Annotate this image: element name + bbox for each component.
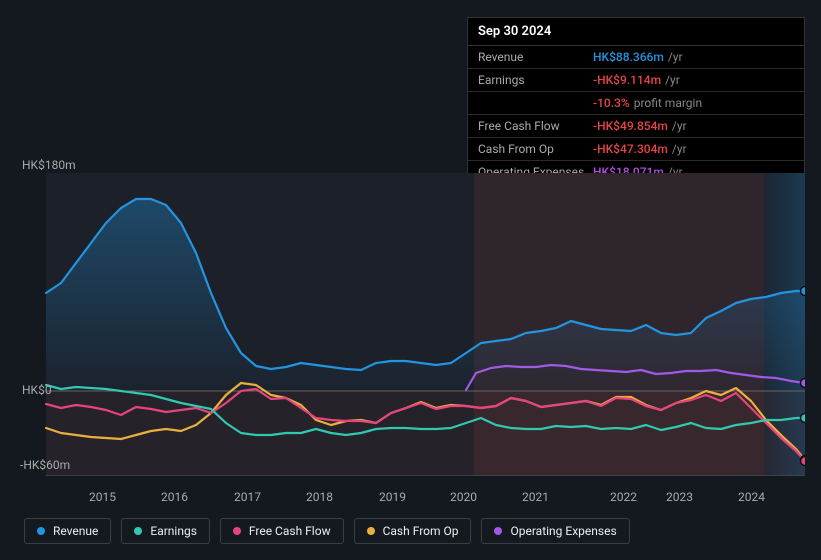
tooltip-value: -HK$9.114m (593, 73, 661, 87)
x-axis-label: 2015 (89, 490, 116, 504)
legend-label: Operating Expenses (510, 524, 616, 538)
x-axis-label: 2016 (161, 490, 188, 504)
x-axis-label: 2019 (379, 490, 406, 504)
tooltip-value: -HK$49.854m (593, 119, 668, 133)
legend-dot-icon (233, 527, 241, 535)
y-axis-label: -HK$60m (20, 458, 70, 472)
legend-item-cash-from-op[interactable]: Cash From Op (354, 518, 472, 544)
legend-item-operating-expenses[interactable]: Operating Expenses (481, 518, 629, 544)
tooltip-unit: /yr (672, 142, 687, 156)
financial-chart: HK$180mHK$0-HK$60m 201520162017201820192… (16, 160, 805, 476)
legend-item-revenue[interactable]: Revenue (24, 518, 111, 544)
x-axis-label: 2018 (306, 490, 333, 504)
legend-dot-icon (494, 527, 502, 535)
x-axis-label: 2020 (450, 490, 477, 504)
tooltip-label: Earnings (478, 73, 593, 87)
legend-dot-icon (134, 527, 142, 535)
tooltip-unit: /yr (672, 119, 687, 133)
tooltip-label: Cash From Op (478, 142, 593, 156)
tooltip-value: -HK$47.304m (593, 142, 668, 156)
tooltip-unit: /yr (665, 73, 680, 87)
legend-dot-icon (37, 527, 45, 535)
legend-item-free-cash-flow[interactable]: Free Cash Flow (220, 518, 344, 544)
tooltip-row: Earnings-HK$9.114m/yr (468, 69, 804, 92)
tooltip-label: Revenue (478, 50, 593, 64)
tooltip-unit: /yr (668, 50, 683, 64)
tooltip-row: Cash From Op-HK$47.304m/yr (468, 138, 804, 161)
tooltip-value: HK$88.366m (593, 50, 664, 64)
legend-label: Cash From Op (383, 524, 459, 538)
y-axis-label: HK$0 (22, 383, 52, 397)
tooltip-label (478, 96, 593, 110)
tooltip-value: -10.3% (593, 96, 630, 110)
legend-item-earnings[interactable]: Earnings (121, 518, 210, 544)
tooltip-row: Free Cash Flow-HK$49.854m/yr (468, 115, 804, 138)
x-axis-label: 2017 (234, 490, 261, 504)
y-axis-label: HK$180m (22, 158, 76, 172)
x-axis-label: 2024 (738, 490, 765, 504)
legend-dot-icon (367, 527, 375, 535)
tooltip-row: RevenueHK$88.366m/yr (468, 46, 804, 69)
x-axis-label: 2023 (666, 490, 693, 504)
tooltip-date: Sep 30 2024 (468, 18, 804, 46)
legend-label: Free Cash Flow (249, 524, 331, 538)
legend-label: Revenue (53, 524, 98, 538)
x-axis-label: 2022 (610, 490, 637, 504)
x-axis-label: 2021 (522, 490, 549, 504)
tooltip-unit: profit margin (634, 96, 702, 110)
tooltip-label: Free Cash Flow (478, 119, 593, 133)
legend-label: Earnings (150, 524, 197, 538)
chart-tooltip: Sep 30 2024 RevenueHK$88.366m/yrEarnings… (467, 17, 805, 184)
tooltip-row: -10.3% profit margin (468, 92, 804, 115)
legend: Revenue Earnings Free Cash Flow Cash From O… (24, 518, 630, 544)
